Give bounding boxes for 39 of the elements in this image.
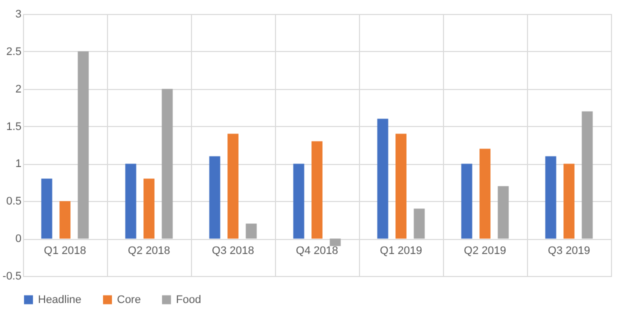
bar: [582, 111, 593, 239]
legend-label: Core: [117, 294, 141, 306]
bar: [41, 178, 52, 239]
x-tick-label: Q4 2018: [296, 245, 338, 258]
y-tick-label: 1: [15, 158, 22, 170]
y-tick-label: 3: [15, 8, 22, 20]
bar: [461, 164, 472, 239]
y-tick-label: 0.5: [6, 196, 22, 208]
bar: [209, 156, 220, 239]
bar: [312, 141, 322, 239]
bar: [330, 238, 341, 246]
bar: [480, 148, 490, 239]
bar: [162, 88, 173, 239]
y-tick-label: 2.5: [6, 46, 22, 58]
bar: [396, 134, 406, 239]
y-tick-label: 0: [15, 233, 22, 246]
x-tick-label: Q2 2019: [464, 245, 506, 258]
bar: [498, 186, 509, 239]
x-tick-label: Q1 2019: [380, 245, 422, 258]
bar: [78, 51, 89, 239]
bar: [293, 164, 304, 239]
y-tick-label: 2: [15, 83, 22, 96]
legend-label: Food: [176, 294, 202, 306]
bar: [414, 208, 425, 239]
y-tick-label: -0.5: [2, 270, 22, 282]
x-tick-label: Q2 2018: [128, 245, 170, 258]
bar: [564, 164, 574, 239]
bar: [144, 178, 154, 239]
bar: [545, 156, 556, 239]
bar: [377, 118, 388, 239]
bar: [125, 164, 136, 239]
y-tick-label: 1.5: [6, 120, 22, 133]
bar: [60, 201, 70, 239]
x-tick-label: Q3 2018: [212, 245, 254, 258]
x-tick-label: Q1 2018: [44, 245, 86, 258]
legend-label: Headline: [38, 294, 82, 306]
x-tick-label: Q3 2019: [548, 245, 590, 258]
bar: [228, 134, 238, 239]
bar: [246, 224, 257, 239]
